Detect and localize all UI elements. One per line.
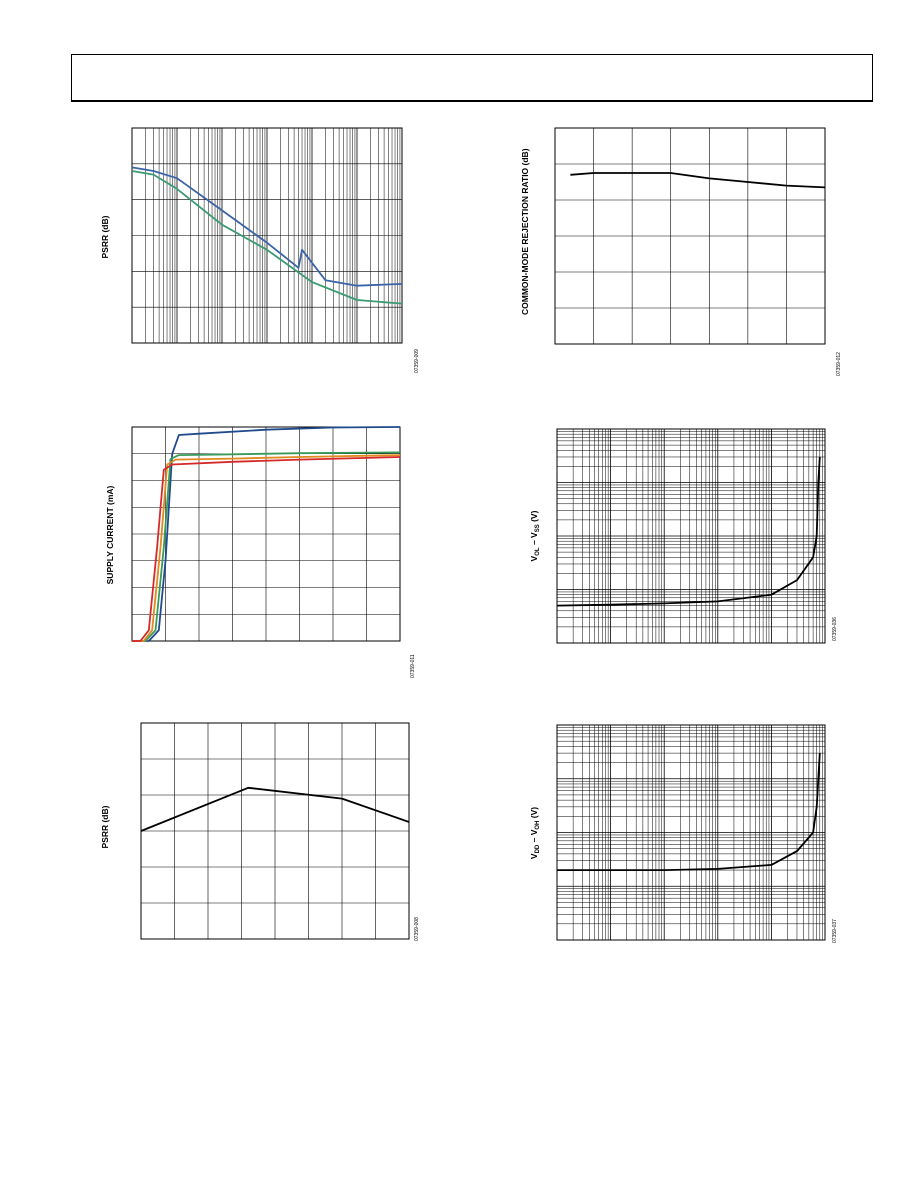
figure-number: 07359-012 (836, 352, 842, 376)
series-line-1 (556, 456, 821, 607)
plot-area (131, 127, 403, 344)
plot-border (131, 426, 401, 642)
grid (557, 429, 825, 643)
grid (141, 723, 409, 939)
plot-area (140, 722, 410, 940)
figure-number: 07359-009 (414, 349, 420, 373)
plot-area (556, 724, 826, 941)
figure-number: 07359-036 (832, 617, 838, 641)
figure-number: 07359-011 (410, 654, 416, 678)
series-line-1 (132, 426, 401, 642)
grid (132, 427, 400, 641)
plot-border (554, 127, 826, 345)
chart-vdd-voh: VDD – VOH (V) 07359-037 (515, 715, 855, 975)
grid (132, 128, 402, 343)
page-header-frame (71, 54, 873, 102)
plot-border (556, 428, 826, 644)
series-line-1 (557, 753, 821, 872)
chart-vol-vss: VOL – VSS (V) 07359-036 (515, 420, 855, 680)
plot-border (131, 127, 403, 344)
chart-supply-current: SUPPLY CURRENT (mA) 07359-011 (95, 420, 425, 680)
grid (557, 725, 825, 940)
figure-number: 07359-037 (832, 919, 838, 943)
series-line-1 (140, 786, 410, 832)
series-line-4 (132, 456, 401, 642)
chart-cmrr: COMMON-MODE REJECTION RATIO (dB) 07359-0… (515, 120, 855, 380)
series-line-2 (132, 451, 401, 642)
chart-psrr-frequency: PSRR (dB) 07359-009 (95, 120, 425, 380)
plot-border (556, 724, 826, 941)
figure-number: 07359-008 (414, 917, 420, 941)
plot-area (554, 127, 826, 345)
series-line-2 (131, 170, 403, 305)
plot-area (131, 426, 401, 642)
grid (555, 128, 825, 344)
series-line-1 (570, 172, 826, 189)
plot-area (556, 428, 826, 644)
chart-psrr-supply: PSRR (dB) 07359-008 (95, 715, 425, 975)
series-line-1 (131, 166, 403, 287)
series-line-3 (132, 454, 401, 642)
